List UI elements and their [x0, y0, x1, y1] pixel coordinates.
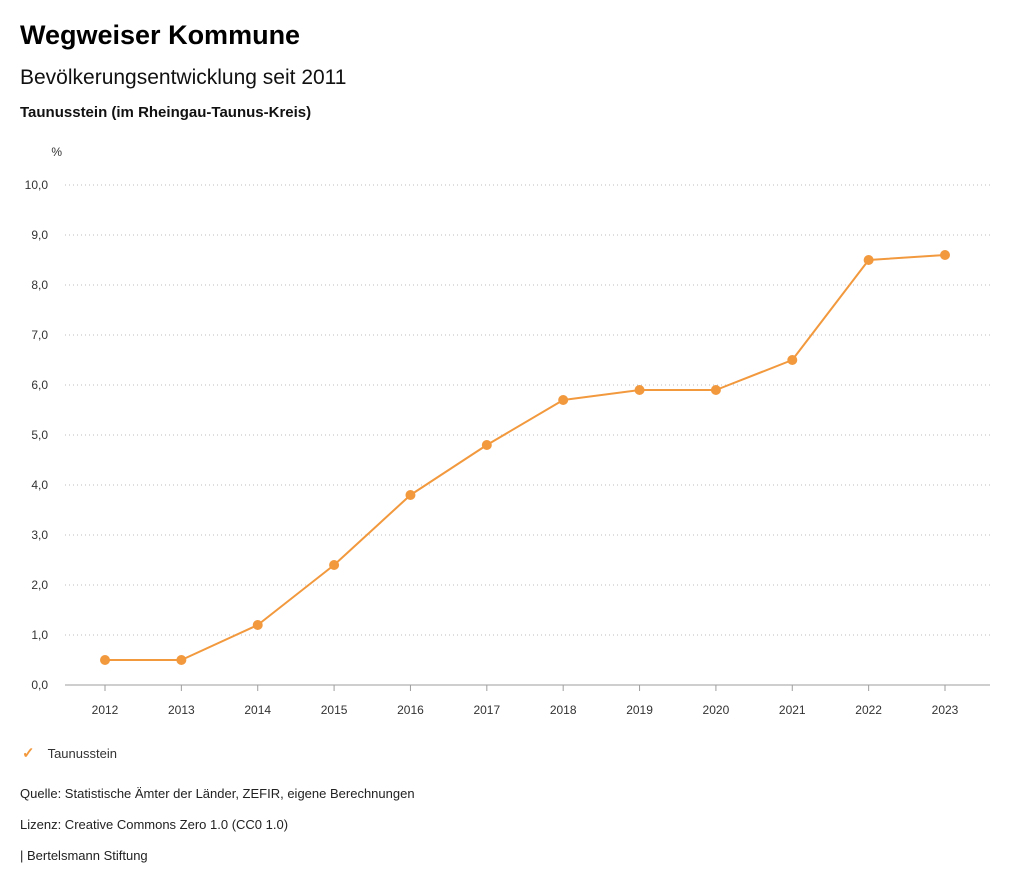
- y-axis-unit-label: %: [51, 145, 62, 159]
- y-tick-label: 3,0: [31, 528, 48, 542]
- data-point[interactable]: [710, 385, 721, 395]
- legend-check-icon: ✓: [22, 745, 35, 762]
- data-point[interactable]: [558, 395, 569, 405]
- data-point[interactable]: [481, 440, 492, 450]
- y-tick-label: 8,0: [31, 278, 48, 292]
- data-point[interactable]: [176, 655, 187, 665]
- x-tick-label: 2016: [397, 703, 424, 717]
- y-tick-label: 6,0: [31, 378, 48, 392]
- y-tick-label: 5,0: [31, 428, 48, 442]
- license-text: Lizenz: Creative Commons Zero 1.0 (CC0 1…: [20, 817, 289, 832]
- legend-item-taunusstein[interactable]: ✓ Taunusstein: [22, 746, 117, 761]
- source-text: Quelle: Statistische Ämter der Länder, Z…: [20, 786, 415, 801]
- x-tick-label: 2018: [550, 703, 577, 717]
- y-tick-label: 7,0: [31, 328, 48, 342]
- y-tick-label: 4,0: [31, 478, 48, 492]
- x-tick-label: 2013: [168, 703, 195, 717]
- data-point[interactable]: [940, 250, 950, 260]
- chart-subtitle: Taunusstein (im Rheingau-Taunus-Kreis): [20, 104, 312, 121]
- series-line: [104, 254, 946, 661]
- x-tick-label: 2019: [626, 703, 653, 717]
- x-tick-label: 2017: [473, 703, 500, 717]
- data-point[interactable]: [863, 255, 874, 265]
- x-tick-label: 2014: [244, 703, 271, 717]
- data-point[interactable]: [787, 355, 798, 365]
- y-tick-label: 9,0: [31, 228, 48, 242]
- legend-label: Taunusstein: [47, 746, 117, 761]
- x-tick-label: 2012: [92, 703, 119, 717]
- x-tick-label: 2023: [932, 703, 959, 717]
- attribution-text: | Bertelsmann Stiftung: [20, 848, 148, 863]
- data-point[interactable]: [252, 620, 263, 630]
- y-tick-label: 2,0: [31, 578, 48, 592]
- data-point[interactable]: [100, 655, 110, 665]
- y-tick-label: 1,0: [31, 628, 48, 642]
- x-tick-label: 2022: [855, 703, 882, 717]
- data-point[interactable]: [329, 560, 340, 570]
- data-point[interactable]: [634, 385, 645, 395]
- line-chart: % 0,0 1,0 2,0 3,0 4,0 5,0 6,0 7,0 8,0 9,0 10,0 2012 2…: [25, 145, 990, 717]
- x-tick-label: 2015: [321, 703, 348, 717]
- chart-title: Bevölkerungsentwicklung seit 2011: [20, 66, 347, 89]
- app-title: Wegweiser Kommune: [20, 20, 301, 50]
- y-tick-label: 10,0: [25, 178, 49, 192]
- x-tick-label: 2020: [703, 703, 730, 717]
- y-tick-label: 0,0: [31, 678, 48, 692]
- x-tick-label: 2021: [779, 703, 806, 717]
- data-point[interactable]: [405, 490, 416, 500]
